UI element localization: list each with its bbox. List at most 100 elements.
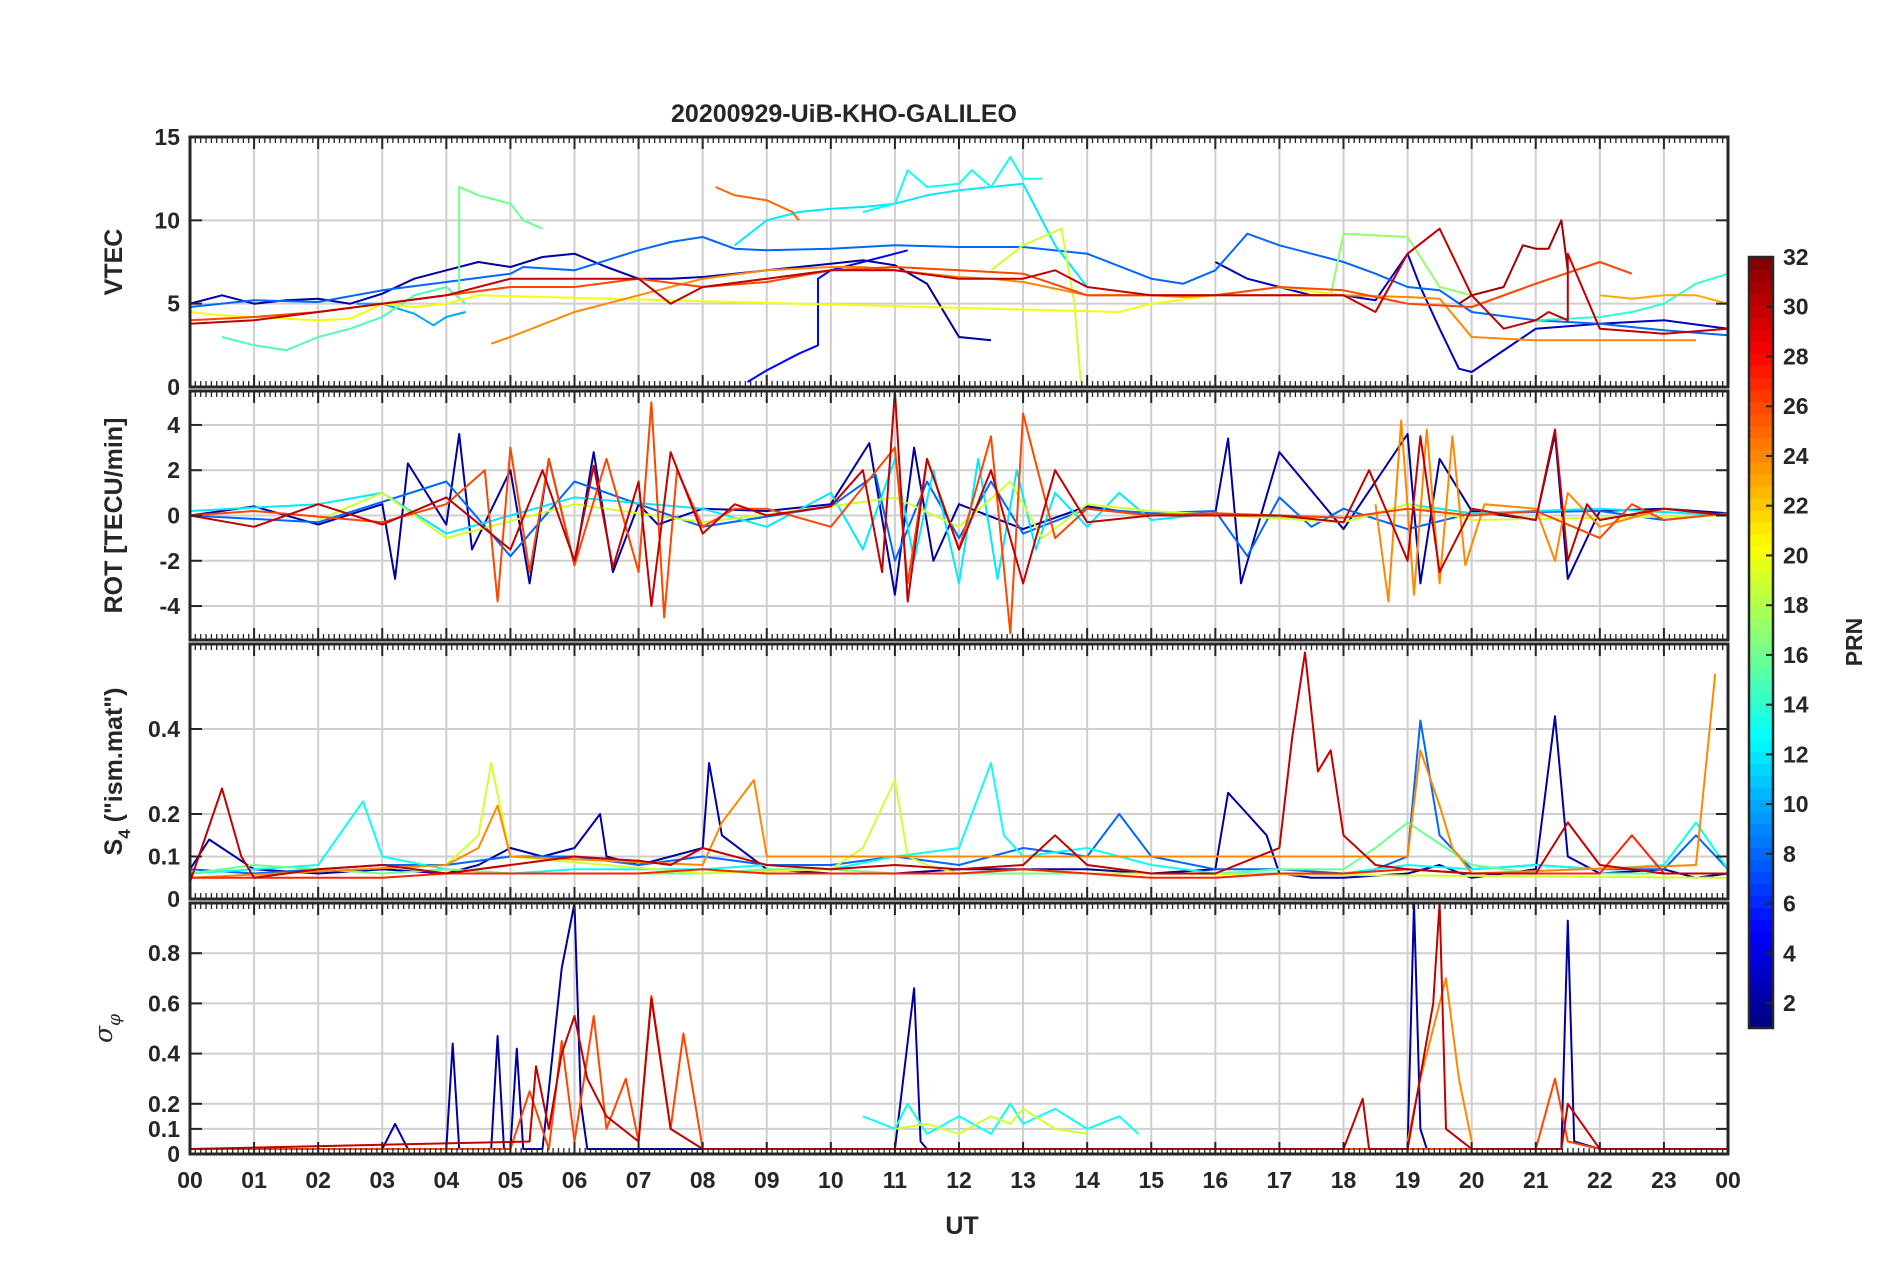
series-line-prn-2 (190, 433, 1728, 596)
colorbar-swatch (1749, 413, 1773, 427)
colorbar-swatch (1749, 967, 1773, 981)
colorbar-swatch (1749, 1015, 1773, 1029)
colorbar-swatch (1749, 257, 1773, 270)
x-axis-label: UT (945, 1212, 978, 1240)
colorbar-swatch (1749, 835, 1773, 848)
x-tick-label: 10 (818, 1167, 844, 1193)
colorbar-swatch (1749, 473, 1773, 487)
colorbar-swatch (1749, 654, 1773, 668)
y-tick-label: -2 (160, 548, 180, 574)
colorbar-swatch (1749, 738, 1773, 752)
colorbar-swatch (1749, 570, 1773, 583)
series-line-prn-16 (458, 186, 543, 296)
colorbar-swatch (1749, 690, 1773, 704)
x-tick-label: 09 (754, 1167, 780, 1193)
y-tick-label: 0 (167, 886, 180, 912)
y-tick-label: 0 (167, 374, 180, 400)
y-tick-label: 0.2 (148, 1091, 180, 1117)
y-tick-label: 0.1 (148, 844, 180, 870)
colorbar-swatch (1749, 726, 1773, 740)
series-line-prn-25 (715, 186, 800, 221)
colorbar-swatch (1749, 437, 1773, 451)
y-tick-label: 0.4 (148, 716, 180, 742)
colorbar-swatch (1749, 522, 1773, 535)
colorbar-swatch (1749, 919, 1773, 933)
colorbar-tick-label: 16 (1783, 642, 1809, 668)
colorbar-swatch (1749, 594, 1773, 607)
colorbar-swatch (1749, 317, 1773, 330)
series-line-prn-5 (746, 249, 908, 383)
colorbar-tick-label: 26 (1783, 393, 1809, 419)
colorbar-swatch (1749, 353, 1773, 367)
x-tick-label: 03 (369, 1167, 395, 1193)
colorbar-tick-label: 30 (1783, 294, 1809, 320)
colorbar-swatch (1749, 281, 1773, 294)
colorbar-swatch (1749, 666, 1773, 680)
colorbar-swatch (1749, 955, 1773, 969)
colorbar-tick-label: 10 (1783, 791, 1809, 817)
y-tick-label: -4 (160, 593, 181, 619)
y-tick-label: 4 (167, 412, 180, 438)
series-line-prn-8 (190, 473, 1728, 562)
colorbar-tick-label: 22 (1783, 493, 1809, 519)
series-group (190, 651, 1728, 883)
colorbar-swatch (1749, 871, 1773, 885)
colorbar-swatch (1749, 365, 1773, 379)
x-tick-label: 02 (305, 1167, 331, 1193)
series-line-prn-31 (1458, 219, 1569, 305)
x-tick-label: 06 (562, 1167, 588, 1193)
x-tick-label: 15 (1138, 1167, 1164, 1193)
x-tick-label: 21 (1523, 1167, 1549, 1193)
series-line-prn-30 (190, 651, 1728, 883)
series-line-prn-19 (894, 1107, 1088, 1135)
colorbar-swatch (1749, 847, 1773, 860)
x-tick-label: 00 (177, 1167, 203, 1193)
y-tick-label: 2 (167, 457, 180, 483)
colorbar-swatch (1749, 750, 1773, 764)
series-line-prn-17 (1329, 232, 1472, 297)
colorbar-swatch (1749, 787, 1773, 800)
colorbar-tick-label: 24 (1783, 443, 1809, 469)
colorbar-swatch (1749, 702, 1773, 716)
panel-2: -4 -2 0 2 4 ROT [TECU/min] (100, 389, 1730, 642)
colorbar-swatch (1749, 341, 1773, 354)
series-line-prn-13 (862, 156, 1043, 213)
colorbar-frame (1747, 255, 1775, 1030)
x-tick-label: 00 (1715, 1167, 1741, 1193)
colorbar-swatch (1749, 799, 1773, 812)
y-axis-label: σφ (89, 1014, 125, 1043)
colorbar-swatch (1749, 485, 1773, 499)
x-tick-label: 16 (1203, 1167, 1229, 1193)
colorbar-tick-label: 14 (1783, 692, 1809, 718)
x-tick-label: 13 (1010, 1167, 1036, 1193)
series-line-prn-8 (190, 232, 1728, 337)
colorbar-swatch (1749, 461, 1773, 475)
series-line-prn-2 (190, 252, 992, 342)
colorbar-swatch (1749, 497, 1773, 511)
x-tick-label: 19 (1395, 1167, 1421, 1193)
colorbar-swatch (1749, 642, 1773, 656)
colorbar-swatch (1749, 509, 1773, 523)
x-tick-label: 05 (498, 1167, 524, 1193)
x-tick-label: 17 (1267, 1167, 1293, 1193)
colorbar-swatch (1749, 895, 1773, 909)
colorbar-swatch (1749, 811, 1773, 824)
colorbar-swatch (1749, 979, 1773, 993)
colorbar-swatch (1749, 401, 1773, 415)
series-line-prn-24 (190, 673, 1717, 879)
x-tick-label: 11 (883, 1167, 908, 1193)
x-tick-label: 04 (434, 1167, 460, 1193)
colorbar-tick-label: 28 (1783, 343, 1809, 369)
colorbar-swatch (1749, 678, 1773, 692)
series-line-prn-13 (862, 1102, 1140, 1135)
colorbar-swatch (1749, 762, 1773, 776)
colorbar-swatch (1749, 425, 1773, 439)
y-tick-label: 0 (167, 503, 180, 529)
panel-3: 0 0.1 0.2 0.4 S4 ("ism.mat") (100, 642, 1730, 912)
x-tick-label: 22 (1587, 1167, 1613, 1193)
y-tick-label: 5 (167, 291, 180, 317)
colorbar-swatch (1749, 823, 1773, 836)
